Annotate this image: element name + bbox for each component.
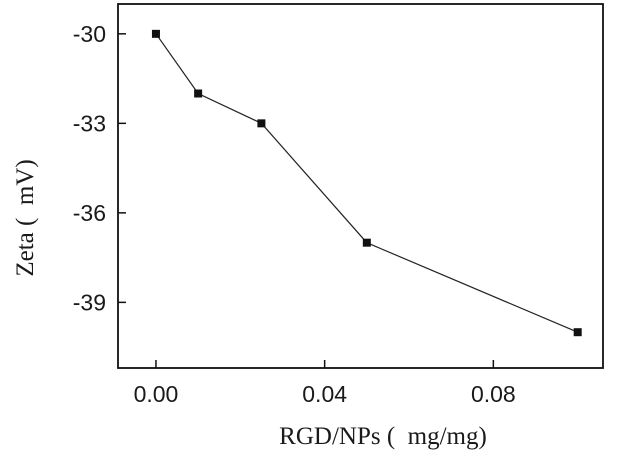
y-tick-label: -30 [73,21,106,47]
y-tick-label: -36 [73,200,106,226]
y-axis: -30 -33 -36 -39 [73,21,126,315]
data-point [194,89,203,98]
data-point [362,238,371,247]
x-tick-label: 0.04 [302,381,347,407]
x-tick-label: 0.08 [471,381,516,407]
data-markers [151,29,582,337]
x-axis: 0.00 0.04 0.08 [134,360,516,407]
data-point [151,29,160,38]
plot-frame [117,3,604,369]
y-tick-label: -39 [73,289,106,315]
data-point [573,328,582,337]
y-tick-label: -33 [73,110,106,136]
x-tick-label: 0.00 [134,381,179,407]
x-axis-title: RGD/NPs ( mg/mg) [279,423,487,450]
series-line [155,33,578,333]
data-point [257,119,266,128]
y-axis-title: Zeta ( mV) [12,159,39,276]
